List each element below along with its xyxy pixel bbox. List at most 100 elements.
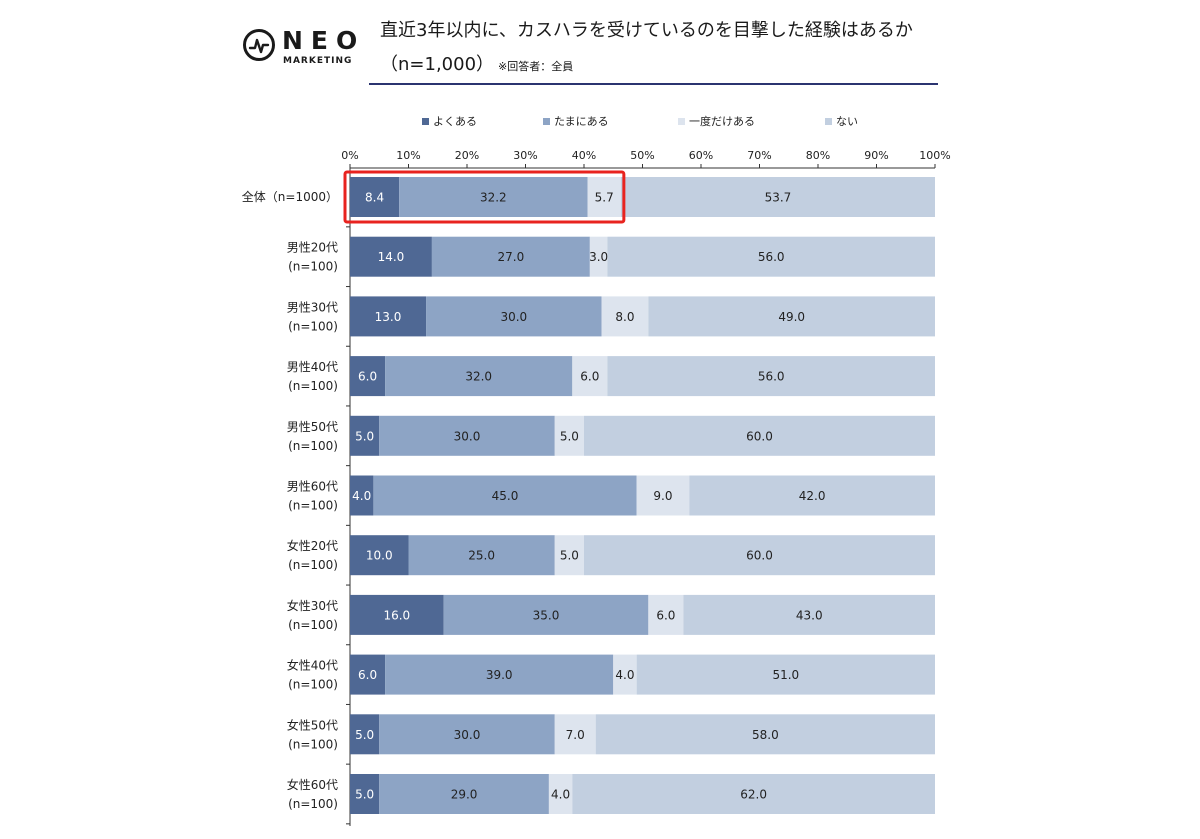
bar-segment <box>431 236 590 277</box>
data-label: 51.0 <box>772 668 799 682</box>
data-label: 4.0 <box>615 668 634 682</box>
data-label: 25.0 <box>468 549 495 563</box>
bar-segment <box>554 714 596 755</box>
data-label: 8.0 <box>615 310 634 324</box>
data-label: 56.0 <box>758 250 785 264</box>
y-tick-label: (n=100) <box>288 260 338 274</box>
data-label: 5.0 <box>355 788 374 802</box>
legend-label: よくある <box>433 115 477 128</box>
legend-item-once: 一度だけある <box>678 113 755 129</box>
bar-segment <box>572 356 608 397</box>
y-tick-label: (n=100) <box>288 319 338 333</box>
bar-segment <box>443 594 649 635</box>
data-label: 5.0 <box>355 728 374 742</box>
bar-segment <box>589 236 608 277</box>
data-label: 14.0 <box>378 250 405 264</box>
legend-label: ない <box>836 115 858 128</box>
x-tick-label: 0% <box>341 149 358 162</box>
bar-segment <box>648 594 684 635</box>
bar-segment <box>350 236 432 277</box>
data-label: 5.0 <box>560 429 579 443</box>
y-tick-label: 女性30代 <box>287 598 338 613</box>
respondent-note: ※回答者：全員 <box>498 60 574 73</box>
bar-segment <box>350 535 409 576</box>
title-underline <box>369 83 938 85</box>
bar-segment <box>572 774 935 814</box>
bar-segment <box>636 475 690 516</box>
data-label: 35.0 <box>533 608 560 622</box>
y-tick-label: (n=100) <box>288 558 338 572</box>
y-tick-label: 男性30代 <box>287 300 338 314</box>
data-label: 27.0 <box>498 250 525 264</box>
bar-segment <box>350 356 386 397</box>
x-tick-label: 20% <box>455 149 479 162</box>
data-label: 62.0 <box>740 788 767 802</box>
data-label: 45.0 <box>492 489 519 503</box>
legend-label: 一度だけある <box>689 115 755 128</box>
y-tick-label: 男性60代 <box>287 480 338 494</box>
data-label: 58.0 <box>752 728 779 742</box>
bar-segment <box>350 654 386 695</box>
logo-word: NEO <box>282 26 366 55</box>
y-tick-label: (n=100) <box>288 737 338 751</box>
bar-segment <box>350 177 400 217</box>
bar-segment <box>350 594 444 635</box>
bar-segment <box>689 475 935 516</box>
bar-segment <box>554 415 584 456</box>
chart-title: 直近3年以内に、カスハラを受けているのを目撃した経験はあるか <box>380 20 913 41</box>
data-label: 10.0 <box>366 549 393 563</box>
data-label: 5.0 <box>560 549 579 563</box>
data-label: 8.4 <box>365 191 384 205</box>
legend: よくある たまにある 一度だけある ない <box>420 113 920 129</box>
y-tick-label: 女性50代 <box>287 717 338 732</box>
data-label: 30.0 <box>500 310 527 324</box>
legend-swatch <box>825 117 832 125</box>
legend-swatch <box>678 117 685 125</box>
data-label: 49.0 <box>778 310 805 324</box>
data-label: 4.0 <box>352 489 371 503</box>
data-label: 32.2 <box>480 191 507 205</box>
y-tick-label: (n=100) <box>288 618 338 632</box>
data-label: 6.0 <box>656 608 675 622</box>
sample-size: （n=1,000） <box>380 54 495 75</box>
bar-segment <box>584 415 935 456</box>
y-tick-label: (n=100) <box>288 797 338 811</box>
y-tick-label: 男性40代 <box>287 360 338 374</box>
chart-title-sample: （n=1,000） ※回答者：全員 <box>380 50 573 76</box>
bar-segment <box>607 236 935 277</box>
data-label: 42.0 <box>799 489 826 503</box>
x-tick-label: 70% <box>747 149 771 162</box>
data-label: 4.0 <box>551 788 570 802</box>
legend-item-often: よくある <box>422 113 477 129</box>
x-tick-label: 30% <box>513 149 537 162</box>
x-tick-label: 10% <box>396 149 420 162</box>
legend-item-sometimes: たまにある <box>543 113 609 129</box>
bar-segment <box>399 177 588 217</box>
data-label: 56.0 <box>758 370 785 384</box>
logo-pulse-icon <box>243 29 275 61</box>
data-label: 60.0 <box>746 549 773 563</box>
y-tick-label: 女性40代 <box>287 658 338 673</box>
bar-segment <box>373 475 637 516</box>
bar-segment <box>350 774 380 814</box>
data-label: 9.0 <box>653 489 672 503</box>
data-label: 5.7 <box>595 191 614 205</box>
data-label: 30.0 <box>454 728 481 742</box>
legend-swatch <box>422 117 429 125</box>
y-tick-label: 女性60代 <box>287 777 338 792</box>
data-label: 32.0 <box>465 370 492 384</box>
legend-item-never: ない <box>825 113 858 129</box>
y-tick-label: 男性50代 <box>287 420 338 434</box>
x-tick-label: 60% <box>689 149 713 162</box>
bar-segment <box>601 296 649 337</box>
data-label: 60.0 <box>746 429 773 443</box>
x-tick-label: 90% <box>864 149 888 162</box>
data-label: 5.0 <box>355 429 374 443</box>
bar-segment <box>408 535 555 576</box>
data-label: 30.0 <box>454 429 481 443</box>
bar-segment <box>350 475 374 516</box>
bar-segment <box>554 535 584 576</box>
bar-segment <box>620 177 935 217</box>
bar-segment <box>587 177 621 217</box>
